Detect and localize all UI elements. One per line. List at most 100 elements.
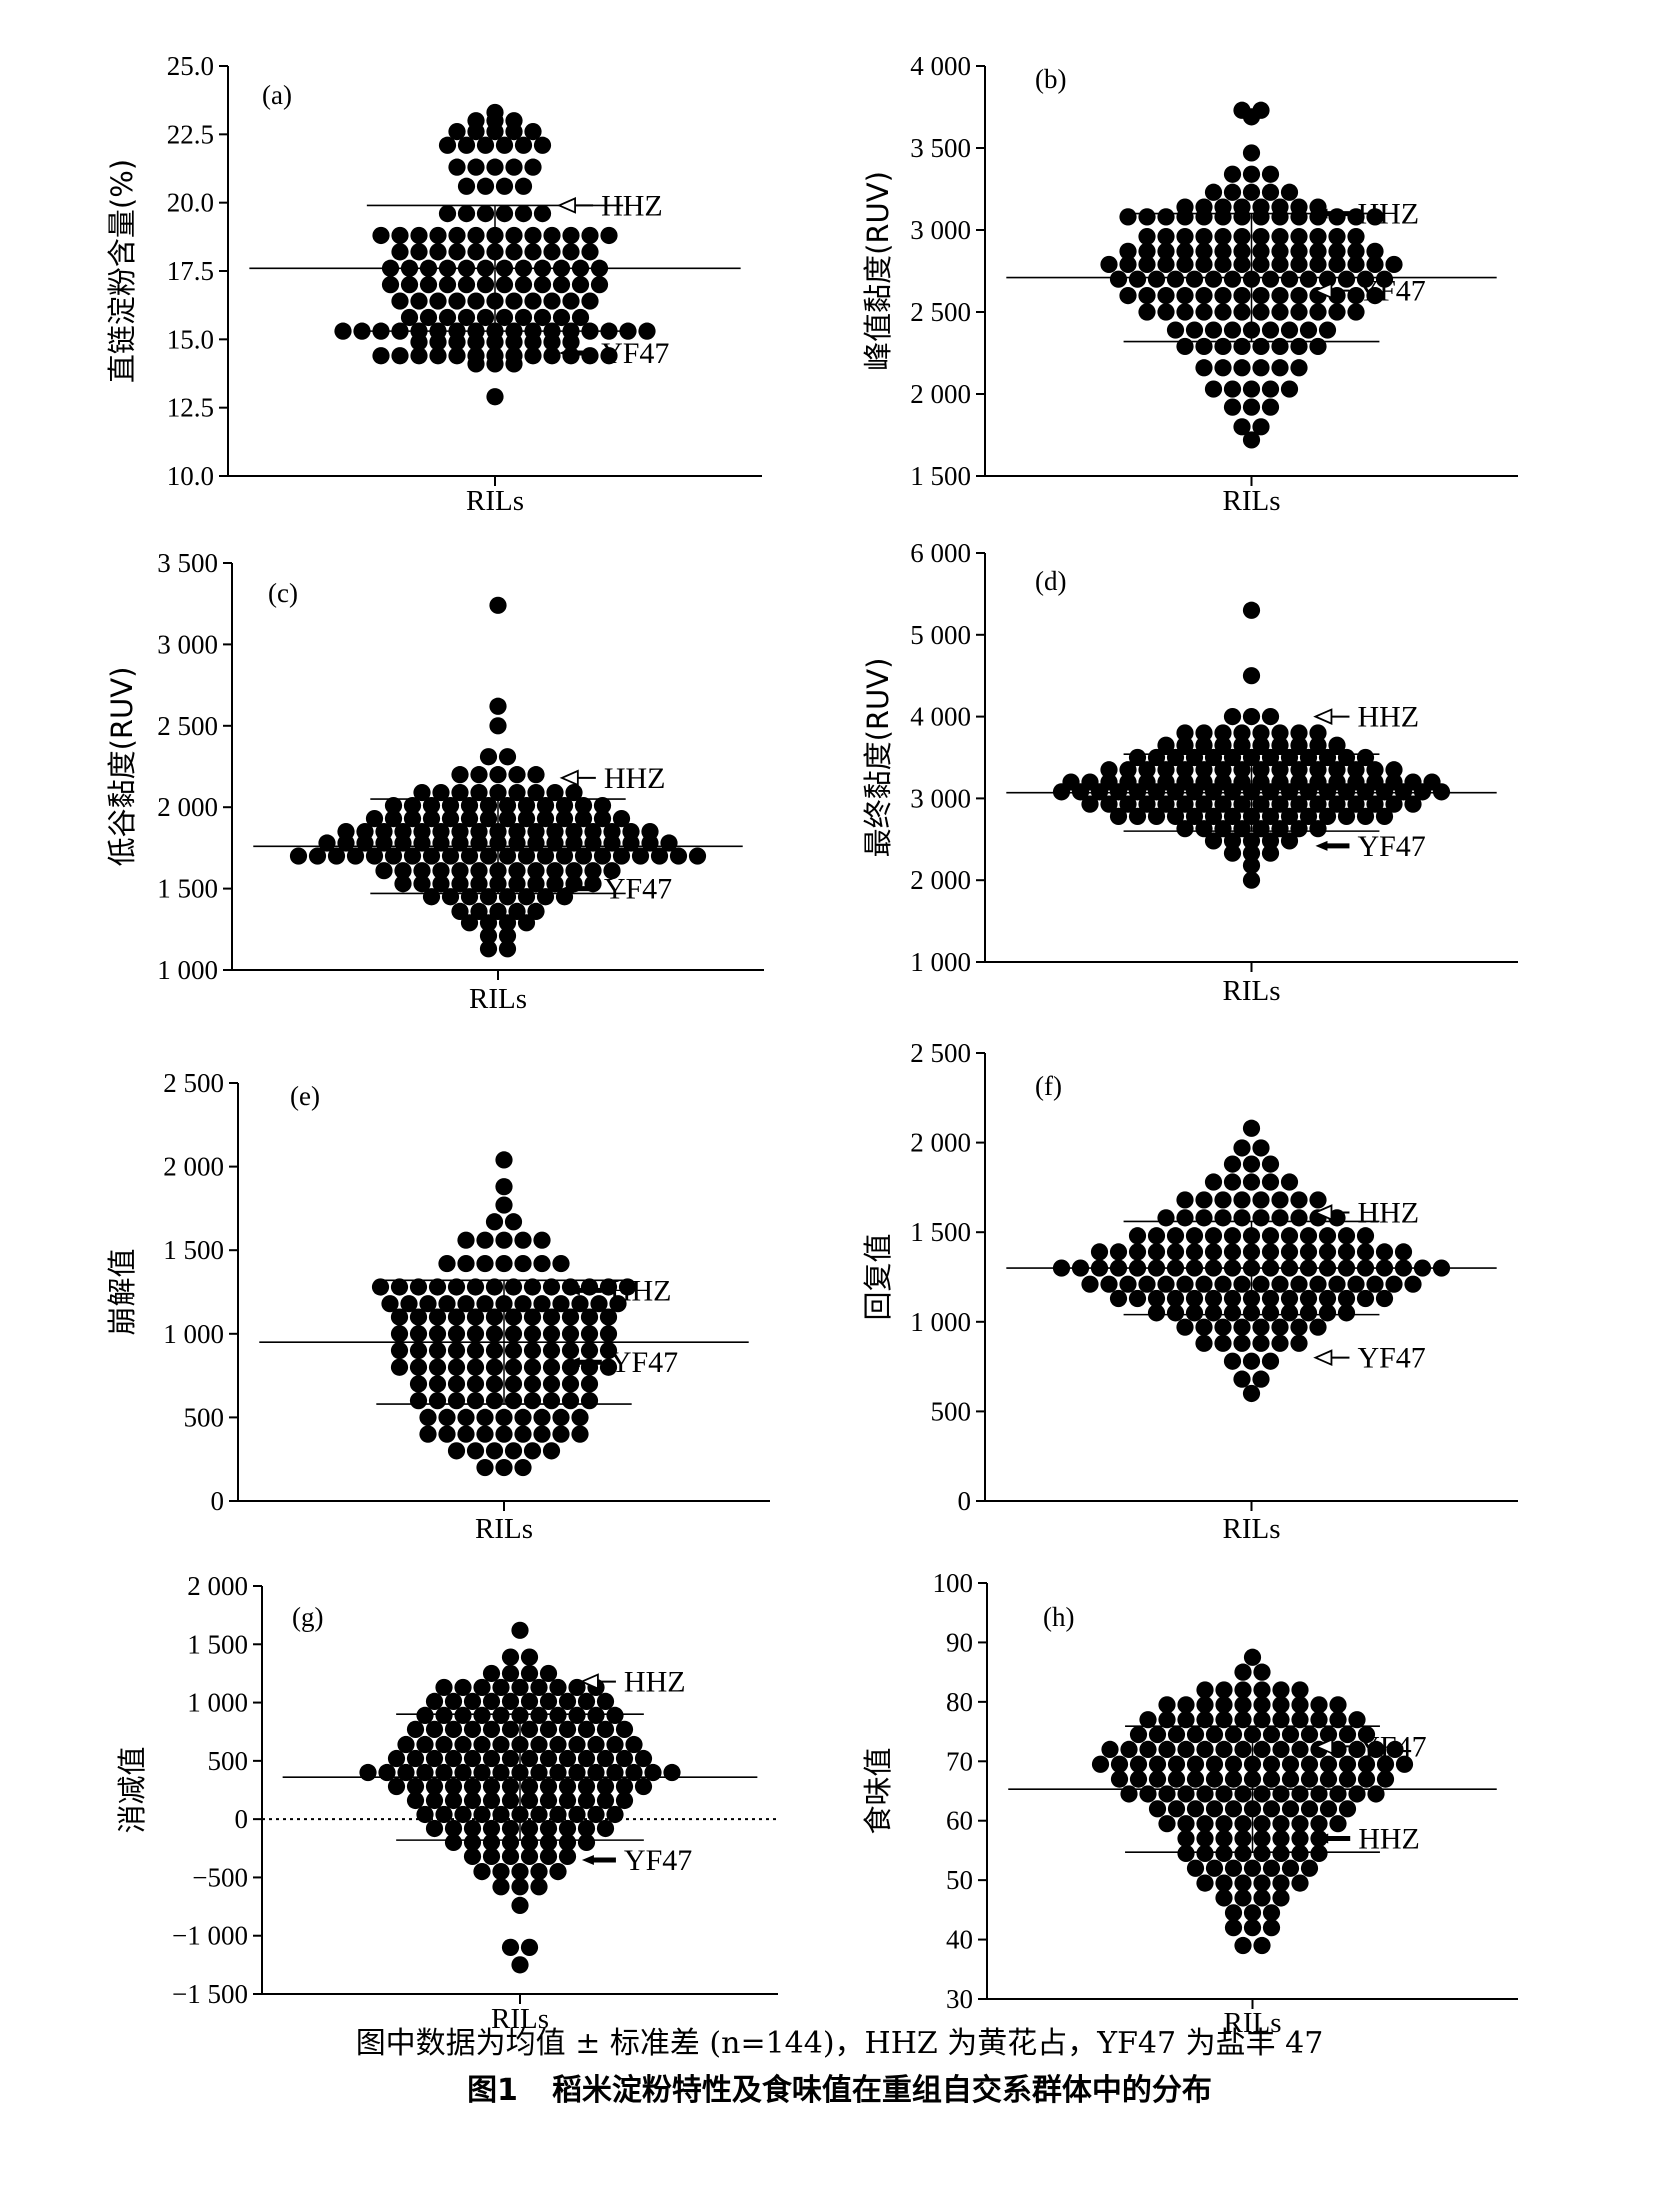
data-point (447, 1341, 466, 1360)
data-point (498, 888, 517, 906)
annotation-hhz: HHZ (1313, 701, 1419, 734)
data-point (422, 796, 441, 815)
data-point (1366, 242, 1384, 260)
data-point (539, 1777, 558, 1796)
data-point (1091, 1755, 1110, 1773)
data-point (1167, 1770, 1186, 1788)
panel-label: (a) (262, 80, 292, 110)
data-point (1071, 783, 1090, 801)
data-point (1234, 1681, 1252, 1699)
data-point (463, 1749, 482, 1768)
data-point (1291, 1696, 1309, 1714)
data-point (1290, 761, 1308, 779)
data-point (1177, 1844, 1195, 1862)
data-point (1204, 183, 1223, 201)
data-point (1166, 807, 1185, 825)
data-point (505, 355, 523, 373)
data-point (1242, 1155, 1261, 1173)
data-point (1185, 1227, 1204, 1245)
data-point (542, 1442, 561, 1460)
data-point (409, 1278, 428, 1296)
data-point (1138, 795, 1156, 813)
data-point (523, 1278, 542, 1296)
data-point (587, 1706, 605, 1724)
data-point (1214, 1334, 1232, 1352)
data-point (1329, 1785, 1347, 1803)
data-point (1139, 1740, 1157, 1758)
data-point (467, 226, 485, 245)
data-point (1167, 1800, 1186, 1818)
data-point (1261, 783, 1280, 801)
data-point (1233, 1370, 1251, 1388)
data-point (495, 276, 514, 294)
data-point (1271, 287, 1289, 305)
data-point (1214, 1318, 1232, 1336)
caption-number: 图1 (467, 2073, 518, 2108)
data-point (1252, 287, 1270, 305)
data-point (441, 809, 460, 828)
data-point (1234, 1785, 1252, 1803)
data-point (400, 276, 419, 294)
data-point (1280, 321, 1299, 339)
data-point (1242, 1173, 1261, 1191)
data-point (1215, 1874, 1233, 1892)
arrow-head-solid (1316, 1833, 1329, 1844)
data-point (1261, 1243, 1280, 1261)
data-point (447, 1375, 466, 1393)
data-point (390, 1358, 409, 1376)
data-point (1253, 1889, 1271, 1907)
data-point (1233, 761, 1251, 779)
data-point (1138, 761, 1156, 779)
data-point (1196, 1681, 1214, 1699)
y-tick-label: 1 000 (187, 1688, 248, 1718)
data-point (1318, 783, 1337, 801)
data-point (1196, 1844, 1214, 1862)
y-tick-label: 70 (946, 1746, 973, 1776)
data-point (536, 809, 555, 828)
data-point (1176, 1209, 1194, 1227)
data-point (1261, 1173, 1280, 1191)
data-point (467, 292, 485, 310)
data-point (596, 1777, 615, 1796)
data-point (533, 1408, 551, 1426)
y-tick-label: 80 (946, 1687, 973, 1717)
data-point (1242, 1119, 1261, 1137)
data-point (596, 1692, 615, 1711)
data-point (1166, 1243, 1185, 1261)
data-point (1290, 303, 1308, 321)
data-point (546, 875, 564, 893)
data-point (1214, 1191, 1232, 1209)
data-point (495, 1408, 513, 1426)
data-point (359, 1763, 377, 1782)
data-points (1091, 1648, 1414, 1955)
data-point (492, 1706, 510, 1724)
data-point (482, 1791, 501, 1810)
data-point (619, 322, 637, 340)
data-point (542, 1375, 561, 1393)
data-point (1376, 1755, 1395, 1773)
data-point (1337, 783, 1356, 801)
data-point (410, 292, 428, 310)
data-point (1214, 255, 1232, 274)
data-point (634, 1749, 653, 1768)
data-point (438, 1254, 456, 1273)
data-point (1242, 183, 1261, 201)
data-point (1195, 1318, 1213, 1336)
arrow-head-open (579, 1673, 599, 1690)
data-point (441, 847, 460, 865)
data-point (485, 1442, 504, 1460)
data-point (1204, 1289, 1223, 1308)
data-point (1176, 287, 1194, 305)
data-point (555, 888, 574, 906)
data-point (448, 123, 466, 141)
data-point (1214, 1275, 1232, 1293)
data-point (1356, 807, 1375, 825)
data-point (1167, 1725, 1186, 1744)
data-point (1158, 1815, 1176, 1833)
data-point (517, 914, 536, 932)
data-point (470, 902, 488, 920)
data-point (514, 177, 533, 195)
data-point (565, 783, 583, 802)
data-point (1166, 270, 1185, 288)
data-point (517, 796, 536, 815)
